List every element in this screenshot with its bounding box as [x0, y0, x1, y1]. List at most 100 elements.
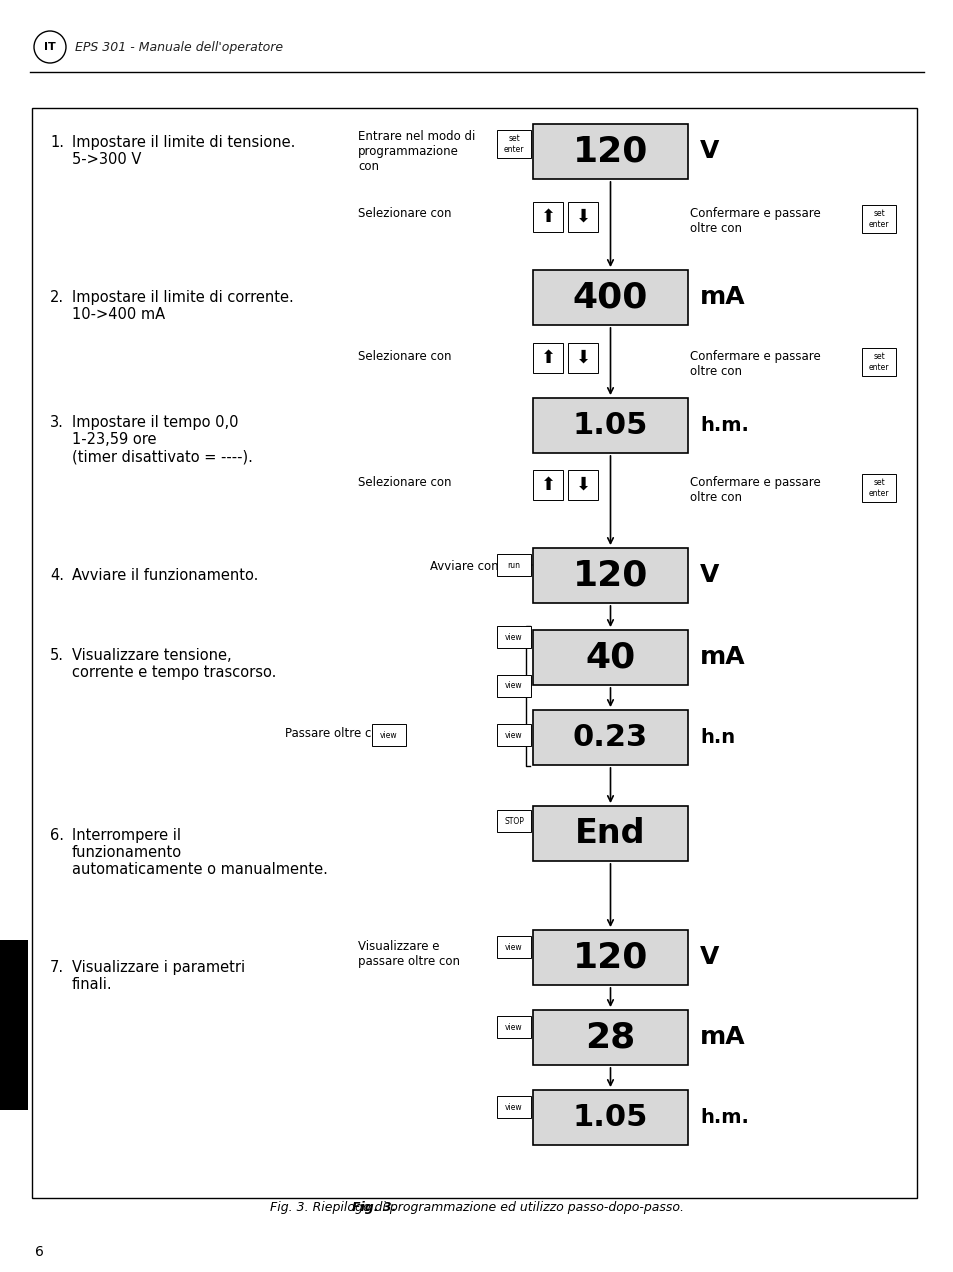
Bar [862, 349, 895, 377]
Text: set
enter: set enter [503, 135, 524, 154]
Text: Visualizzare i parametri: Visualizzare i parametri [71, 960, 245, 976]
Text: Fig. 3. Riepilogo di programmazione ed utilizzo passo-dopo-passo.: Fig. 3. Riepilogo di programmazione ed u… [270, 1202, 683, 1215]
Text: ⬇: ⬇ [575, 476, 590, 494]
Bar [533, 202, 562, 232]
Text: 120: 120 [572, 940, 647, 974]
Bar [862, 205, 895, 233]
Text: Passare oltre con: Passare oltre con [285, 728, 386, 740]
Bar [533, 710, 687, 764]
Bar [497, 810, 531, 832]
Text: 120: 120 [572, 558, 647, 593]
Bar [497, 724, 531, 745]
Text: 0.23: 0.23 [573, 722, 647, 752]
Text: 1.: 1. [50, 135, 64, 150]
Text: 28: 28 [585, 1020, 635, 1054]
Text: set
enter: set enter [868, 478, 888, 497]
Text: view: view [505, 730, 522, 739]
Text: view: view [505, 682, 522, 691]
Bar [32, 108, 916, 1198]
Text: ⬆: ⬆ [539, 476, 555, 494]
Text: Interrompere il: Interrompere il [71, 828, 181, 843]
Text: 5->300 V: 5->300 V [71, 151, 141, 167]
Text: IT: IT [44, 42, 56, 52]
Text: 6: 6 [35, 1245, 44, 1259]
Bar [567, 469, 598, 500]
Text: Avviare con: Avviare con [430, 560, 498, 572]
Bar [533, 930, 687, 985]
Text: STOP: STOP [503, 817, 523, 826]
Text: Selezionare con: Selezionare con [357, 207, 451, 220]
Bar [567, 202, 598, 232]
Text: 40: 40 [585, 641, 635, 674]
Bar [533, 630, 687, 686]
Text: 7.: 7. [50, 960, 64, 976]
Text: Avviare il funzionamento.: Avviare il funzionamento. [71, 569, 258, 583]
Text: 400: 400 [572, 281, 647, 314]
Bar [533, 398, 687, 453]
Text: V: V [700, 945, 719, 969]
Text: EPS 301 - Manuale dell'operatore: EPS 301 - Manuale dell'operatore [75, 41, 283, 53]
Text: view: view [505, 632, 522, 641]
Text: ⬆: ⬆ [539, 209, 555, 226]
Text: 1-23,59 ore: 1-23,59 ore [71, 432, 156, 446]
Text: view: view [505, 1103, 522, 1112]
Bar [567, 343, 598, 373]
Bar [372, 724, 406, 745]
Text: mA: mA [700, 1025, 745, 1049]
Bar [533, 270, 687, 326]
Bar [862, 474, 895, 502]
Text: (timer disattivato = ----).: (timer disattivato = ----). [71, 449, 253, 464]
Bar [0, 940, 28, 1110]
Text: Selezionare con: Selezionare con [357, 476, 451, 488]
Text: Visualizzare tensione,: Visualizzare tensione, [71, 647, 232, 663]
Text: mA: mA [700, 645, 745, 669]
Text: automaticamente o manualmente.: automaticamente o manualmente. [71, 862, 328, 876]
Text: 5.: 5. [50, 647, 64, 663]
Text: 3.: 3. [50, 415, 64, 430]
Bar [533, 123, 687, 179]
Text: Selezionare con: Selezionare con [357, 350, 451, 363]
Bar [533, 548, 687, 603]
Text: run: run [507, 561, 520, 570]
Text: Entrare nel modo di
programmazione
con: Entrare nel modo di programmazione con [357, 130, 475, 173]
Bar [533, 1010, 687, 1065]
Text: set
enter: set enter [868, 210, 888, 229]
Text: h.m.: h.m. [700, 416, 748, 435]
Bar [497, 1096, 531, 1118]
Bar [497, 1016, 531, 1038]
Text: Visualizzare e
passare oltre con: Visualizzare e passare oltre con [357, 940, 459, 968]
Bar [533, 469, 562, 500]
Text: 10->400 mA: 10->400 mA [71, 307, 165, 322]
Text: 1.05: 1.05 [572, 411, 647, 440]
Text: 2.: 2. [50, 290, 64, 305]
Text: finali.: finali. [71, 977, 112, 992]
Text: view: view [505, 1023, 522, 1032]
Circle shape [34, 31, 66, 64]
Bar [497, 555, 531, 576]
Text: set
enter: set enter [868, 352, 888, 371]
Text: 4.: 4. [50, 569, 64, 583]
Bar [497, 626, 531, 647]
Bar [497, 936, 531, 958]
Text: corrente e tempo trascorso.: corrente e tempo trascorso. [71, 665, 276, 681]
Bar [533, 1090, 687, 1145]
Text: 1.05: 1.05 [572, 1103, 647, 1132]
Text: Impostare il limite di tensione.: Impostare il limite di tensione. [71, 135, 295, 150]
Text: Impostare il tempo 0,0: Impostare il tempo 0,0 [71, 415, 238, 430]
Text: ⬇: ⬇ [575, 349, 590, 368]
Text: V: V [700, 140, 719, 164]
Text: h.m.: h.m. [700, 1108, 748, 1127]
Bar [497, 675, 531, 697]
Text: Confermare e passare
oltre con: Confermare e passare oltre con [689, 350, 820, 378]
Bar [533, 806, 687, 861]
Text: V: V [700, 563, 719, 588]
Text: Confermare e passare
oltre con: Confermare e passare oltre con [689, 207, 820, 235]
Text: funzionamento: funzionamento [71, 845, 182, 860]
Text: ⬆: ⬆ [539, 349, 555, 368]
Text: End: End [575, 817, 645, 850]
Text: mA: mA [700, 285, 745, 309]
Text: ⬇: ⬇ [575, 209, 590, 226]
Text: view: view [505, 943, 522, 951]
Text: view: view [380, 730, 397, 739]
Bar [533, 343, 562, 373]
